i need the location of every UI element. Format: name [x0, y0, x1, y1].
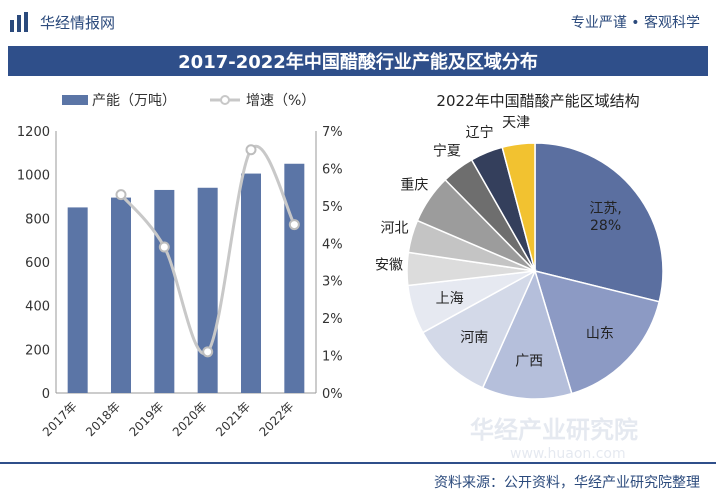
- legend-bar-swatch: [62, 95, 88, 105]
- pie-slice: [421, 269, 537, 389]
- watermark-group: 华经产业研究院 www.huaon.com: [470, 416, 638, 462]
- y-tick-label: 1200: [17, 125, 50, 140]
- pie-label: 山东: [586, 326, 614, 342]
- source-note: 资料来源：公开资料，华经产业研究院整理: [434, 475, 700, 491]
- watermark-text: 华经产业研究院: [470, 416, 638, 444]
- pie-label: 天津: [502, 115, 530, 131]
- y-tick-label: 600: [25, 256, 50, 271]
- pie-label: 江苏, 28%: [589, 201, 621, 234]
- x-tick-label: 2022年: [256, 399, 296, 439]
- growth-point: [158, 241, 170, 253]
- y2-tick-label: 6%: [322, 162, 343, 177]
- y-tick-label: 1000: [17, 169, 50, 184]
- y2-tick-label: 7%: [322, 125, 343, 140]
- logo-icon: [10, 12, 28, 32]
- pie-label: 广西: [515, 353, 543, 369]
- y-tick-label: 800: [25, 212, 50, 227]
- brand-name: 华经情报网: [40, 14, 116, 32]
- pie-label: 安徽: [375, 258, 403, 274]
- pie-label: 上海: [436, 291, 464, 307]
- bar: [197, 187, 218, 393]
- pie-slice: [481, 268, 573, 400]
- bar: [241, 173, 261, 393]
- bar: [111, 197, 131, 393]
- legend-line-label: 增速（%）: [246, 93, 315, 109]
- bar-legend: 产能（万吨）: [62, 93, 176, 109]
- y2-tick-label: 5%: [322, 200, 343, 215]
- pie-label: 重庆: [400, 178, 428, 194]
- y2-tick-label: 3%: [322, 275, 343, 290]
- pie-label: 河南: [460, 330, 488, 346]
- slogan: 专业严谨 • 客观科学: [570, 15, 700, 31]
- line-legend: 增速（%）: [210, 93, 315, 109]
- watermark-url: www.huaon.com: [510, 446, 626, 462]
- legend-line-marker: [220, 95, 230, 105]
- header-bar: 华经情报网 专业严谨 • 客观科学: [0, 0, 716, 46]
- growth-point: [288, 219, 300, 231]
- x-tick-label: 2017年: [40, 399, 80, 439]
- x-tick-label: 2018年: [83, 399, 123, 439]
- footer: 资料来源：公开资料，华经产业研究院整理: [0, 462, 716, 502]
- pie-label: 宁夏: [433, 143, 461, 160]
- y2-tick-label: 4%: [322, 237, 343, 252]
- pie-slice: [534, 142, 664, 303]
- growth-point: [202, 346, 214, 358]
- bar-chart: 0 200 400 600 800 1000 1200 0% 1% 2% 3% 4% 5% 6% 7% 201…: [17, 125, 343, 439]
- pie-title: 2022年中国醋酸产能区域结构: [436, 92, 639, 110]
- pie-slice: [501, 142, 536, 272]
- x-tick-label: 2019年: [126, 399, 166, 439]
- bar: [154, 189, 175, 393]
- x-tick-label: 2020年: [170, 399, 210, 439]
- x-tick-label: 2021年: [213, 399, 253, 439]
- y-tick-label: 0: [42, 387, 50, 402]
- y-tick-label: 400: [25, 300, 50, 315]
- legend-bar-label: 产能（万吨）: [92, 93, 176, 109]
- growth-point: [245, 144, 257, 156]
- bar: [67, 207, 88, 393]
- y2-tick-label: 0%: [322, 387, 343, 402]
- pie-slice: [533, 269, 661, 395]
- chart-area: 华经产业研究院 www.huaon.com 产能（万吨） 增速（%） 0 200 4…: [0, 76, 716, 462]
- page-title: 2017-2022年中国醋酸行业产能及区域分布: [8, 46, 708, 76]
- y-tick-label: 200: [25, 343, 50, 358]
- growth-point: [115, 189, 127, 201]
- pie-label: 辽宁: [466, 124, 494, 141]
- chart-canvas: 华经产业研究院 www.huaon.com 产能（万吨） 增速（%） 0 200 4…: [17, 92, 664, 462]
- pie-label: 河北: [380, 220, 408, 236]
- y2-tick-label: 2%: [322, 312, 343, 327]
- bar: [284, 163, 305, 393]
- y2-tick-label: 1%: [322, 350, 343, 365]
